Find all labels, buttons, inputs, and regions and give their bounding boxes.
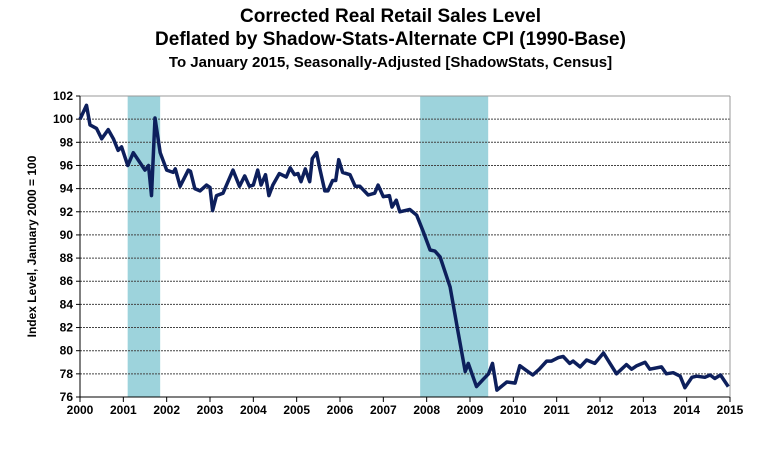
x-tick-label: 2011 — [544, 403, 570, 417]
x-tick-label: 2012 — [587, 403, 614, 417]
y-tick-label: 82 — [60, 321, 74, 335]
x-tick-label: 2015 — [717, 403, 744, 417]
y-tick-label: 86 — [60, 274, 74, 288]
y-tick-label: 98 — [60, 135, 74, 149]
series-line — [78, 103, 730, 392]
x-tick-label: 2005 — [283, 403, 310, 417]
x-tick-label: 2003 — [197, 403, 224, 417]
y-tick-label: 94 — [60, 182, 74, 196]
x-tick-label: 2013 — [630, 403, 657, 417]
y-tick-label: 100 — [53, 112, 73, 126]
y-tick-label: 78 — [60, 367, 74, 381]
chart-subtitle: Deflated by Shadow-Stats-Alternate CPI (… — [155, 29, 626, 50]
y-tick-label: 96 — [60, 158, 74, 172]
x-tick-label: 2000 — [67, 403, 94, 417]
x-tick-label: 2008 — [413, 403, 440, 417]
y-axis-label: Index Level, January 2000 = 100 — [25, 155, 39, 337]
y-tick-label: 84 — [60, 297, 74, 311]
y-tick-label: 90 — [60, 228, 74, 242]
chart-subtitle-2: To January 2015, Seasonally-Adjusted [Sh… — [168, 54, 613, 71]
x-tick-label: 2007 — [370, 403, 397, 417]
recession-band — [420, 96, 489, 397]
x-tick-label: 2014 — [673, 403, 700, 417]
y-tick-label: 88 — [60, 251, 74, 265]
x-tick-label: 2001 — [110, 403, 137, 417]
y-tick-label: 80 — [60, 344, 74, 358]
x-tick-label: 2002 — [153, 403, 180, 417]
x-tick-label: 2009 — [457, 403, 484, 417]
x-tick-label: 2010 — [500, 403, 527, 417]
y-tick-label: 102 — [53, 89, 73, 103]
x-tick-label: 2004 — [240, 403, 267, 417]
y-tick-label: 92 — [60, 205, 74, 219]
chart-title: Corrected Real Retail Sales Level — [240, 6, 541, 27]
y-tick-label: 76 — [60, 390, 74, 404]
x-tick-label: 2006 — [327, 403, 354, 417]
